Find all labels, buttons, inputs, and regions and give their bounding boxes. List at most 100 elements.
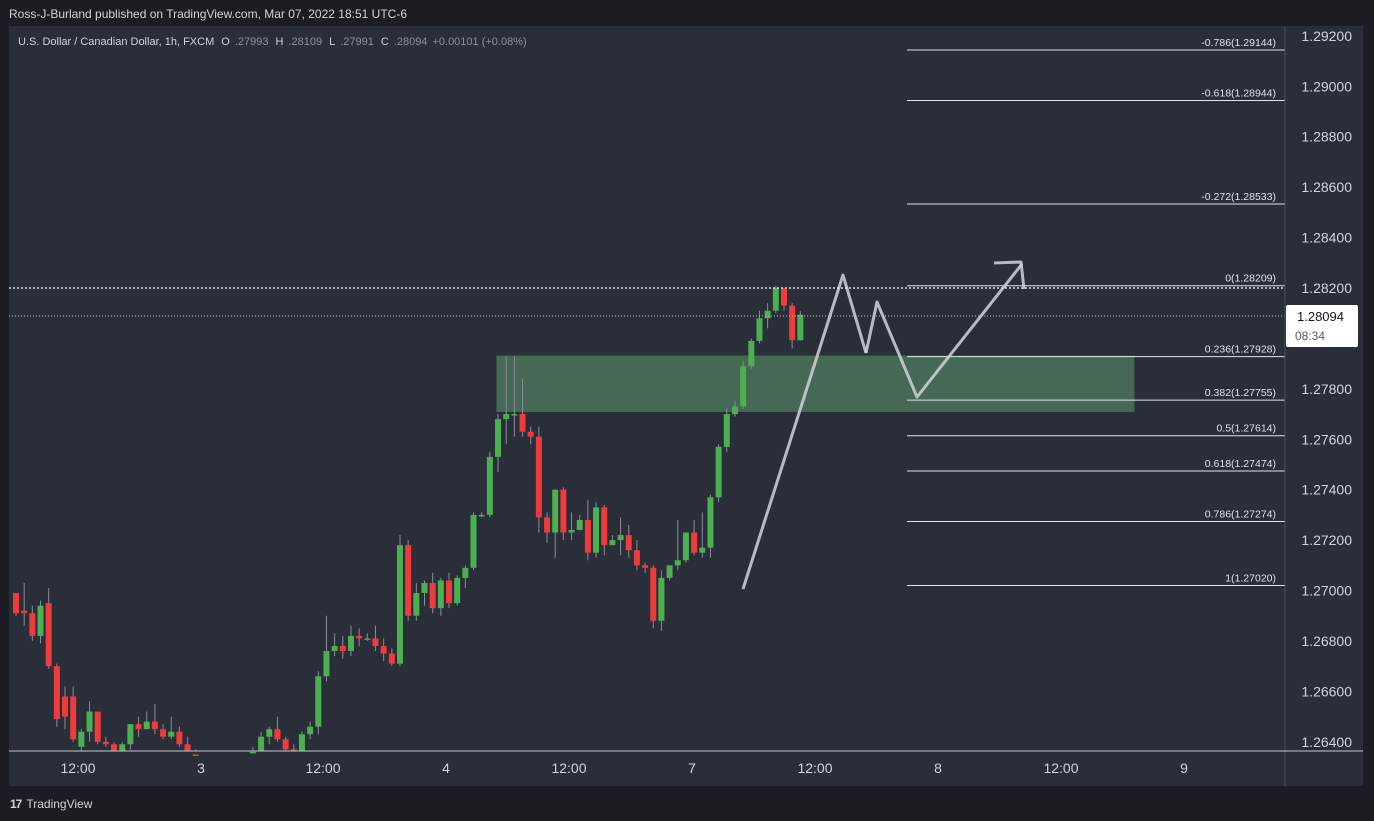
high-value: .28109 — [288, 36, 323, 48]
candle-body — [437, 580, 444, 609]
candle-body — [380, 645, 387, 654]
candle-body — [143, 721, 150, 730]
current-price-value: 1.28094 — [1297, 309, 1344, 324]
candle-body — [462, 567, 469, 578]
candle-body — [617, 535, 624, 541]
fib-level-label: -0.786(1.29144) — [1201, 37, 1276, 49]
fib-level-label: -0.618(1.28944) — [1201, 87, 1276, 99]
projection-arrowhead — [993, 260, 1026, 290]
price-tick-label: 1.28200 — [1301, 280, 1352, 296]
time-tick-label: 3 — [197, 760, 205, 776]
fib-level-label: -0.272(1.28533) — [1201, 191, 1276, 203]
candle-body — [45, 603, 52, 667]
price-tick-label: 1.26400 — [1301, 734, 1352, 750]
price-tick-label: 1.27400 — [1301, 482, 1352, 498]
price-tick-label: 1.27200 — [1301, 532, 1352, 548]
candle-body — [789, 305, 796, 341]
candle-body — [560, 489, 567, 533]
fib-level-label: 0.786(1.27274) — [1205, 508, 1276, 520]
candle-body — [307, 726, 314, 735]
candle-body — [119, 744, 126, 751]
candle-body — [372, 638, 379, 646]
published-by-text: Ross-J-Burland published on TradingView.… — [9, 7, 407, 21]
time-tick-label: 12:00 — [797, 760, 832, 776]
price-tick-label: 1.26600 — [1301, 683, 1352, 699]
candle-body — [347, 635, 354, 652]
price-tick-label: 1.28400 — [1301, 230, 1352, 246]
candle-body — [593, 507, 600, 553]
candle-body — [249, 751, 256, 754]
candle-body — [446, 580, 453, 604]
candle-body — [339, 645, 346, 652]
candle-body — [731, 406, 738, 415]
candle-body — [290, 749, 297, 751]
candle-body — [396, 545, 403, 664]
candle-body — [495, 419, 502, 457]
candle-body — [151, 721, 158, 730]
fibonacci-levels: -0.786(1.29144) -0.618(1.28944) -0.272(1.2… — [907, 37, 1285, 586]
candle-body — [135, 724, 142, 730]
annotation-arrows — [741, 260, 1026, 590]
candle-body — [323, 651, 330, 677]
candle-body — [78, 731, 85, 747]
change-value: +0.00101 (+0.08%) — [432, 36, 527, 48]
close-value: .28094 — [393, 36, 428, 48]
candle-body — [258, 736, 265, 751]
candle-body — [691, 532, 698, 553]
candle-body — [102, 741, 109, 745]
time-tick-label: 7 — [688, 760, 696, 776]
candle-body — [37, 605, 44, 636]
tradingview-brand[interactable]: 17 TradingView — [10, 797, 92, 811]
candle-body — [674, 560, 681, 566]
price-tick-label: 1.29200 — [1301, 28, 1352, 44]
fib-level-label: 0.618(1.27474) — [1205, 458, 1276, 470]
candle-body — [176, 731, 183, 745]
candle-body — [470, 514, 477, 568]
time-tick-label: 9 — [1180, 760, 1188, 776]
candle-body — [797, 314, 804, 341]
fib-level-label: 1(1.27020) — [1225, 572, 1276, 584]
candle-body — [723, 414, 730, 447]
candle-body — [160, 729, 167, 737]
candle-body — [413, 593, 420, 616]
candle-body — [53, 666, 60, 720]
candle-body — [527, 431, 534, 437]
candle-body — [601, 507, 608, 546]
brand-label: TradingView — [26, 797, 93, 811]
candle-body — [111, 744, 118, 751]
candle-body — [666, 565, 673, 578]
candle-body — [625, 535, 632, 551]
fib-level-label: 0.382(1.27755) — [1205, 387, 1276, 399]
candle-body — [184, 744, 191, 751]
candle-body — [658, 577, 665, 621]
price-tick-label: 1.27000 — [1301, 583, 1352, 599]
fib-level-label: 0.5(1.27614) — [1216, 423, 1276, 435]
candle-body — [356, 635, 363, 639]
high-label: H — [275, 36, 284, 48]
fib-level-label: 0(1.28209) — [1225, 273, 1276, 285]
price-tick-label: 1.29000 — [1301, 78, 1352, 94]
candle-body — [772, 288, 779, 311]
candle-body — [544, 517, 551, 533]
candle-body — [94, 711, 101, 742]
time-tick-label: 12:00 — [1043, 760, 1078, 776]
price-axis[interactable]: 1.29200 1.29000 1.28800 1.28600 1.28400 1.282… — [1301, 28, 1352, 750]
candle-body — [331, 645, 338, 652]
candle-body — [266, 729, 273, 737]
candle-body — [315, 676, 322, 727]
price-tick-label: 1.26800 — [1301, 633, 1352, 649]
candle-body — [168, 731, 175, 737]
candle-body — [715, 446, 722, 498]
candle-body — [503, 414, 510, 420]
candle-body — [13, 593, 19, 614]
price-tick-label: 1.27600 — [1301, 431, 1352, 447]
candle-body — [568, 530, 575, 533]
candle-body — [511, 414, 518, 416]
current-price-tag: 1.28094 08:34 — [1286, 305, 1358, 347]
time-tick-label: 12:00 — [551, 760, 586, 776]
candle-body — [70, 696, 77, 740]
time-axis[interactable]: 12:00 3 12:00 4 12:00 7 12:00 8 12:00 9 — [60, 760, 1188, 776]
candle-body — [21, 610, 28, 614]
candle-body — [740, 366, 747, 407]
